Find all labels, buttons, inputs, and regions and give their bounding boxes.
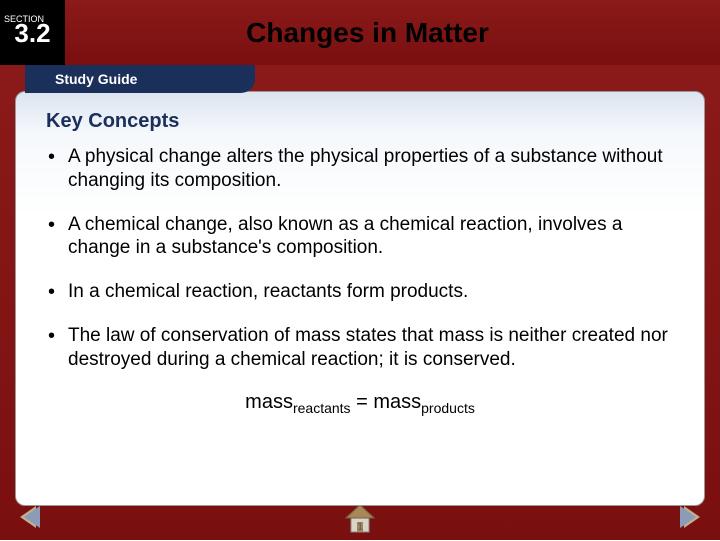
equation-sub-reactants: reactants: [293, 400, 351, 416]
equation-equals: =: [351, 391, 374, 413]
bullet-item: The law of conservation of mass states t…: [46, 324, 674, 372]
header-bar: SECTION 3.2 Changes in Matter: [0, 0, 720, 65]
bullet-item: In a chemical reaction, reactants form p…: [46, 280, 674, 304]
arrow-right-icon: [680, 506, 696, 528]
key-concepts-heading: Key Concepts: [46, 110, 674, 133]
section-number: 3.2: [14, 21, 50, 46]
svg-text:1: 1: [357, 521, 363, 533]
equation-sub-products: products: [421, 400, 475, 416]
equation-mass1: mass: [245, 391, 293, 413]
next-button[interactable]: [664, 502, 702, 532]
page-title: Changes in Matter: [65, 17, 720, 49]
mass-equation: massreactants = massproducts: [46, 391, 674, 416]
bullet-item: A chemical change, also known as a chemi…: [46, 213, 674, 261]
home-icon: 1: [343, 502, 377, 536]
bullet-item: A physical change alters the physical pr…: [46, 145, 674, 193]
bullet-list: A physical change alters the physical pr…: [46, 145, 674, 371]
content-panel: Key Concepts A physical change alters th…: [15, 91, 705, 506]
main-area: Study Guide Key Concepts A physical chan…: [0, 65, 720, 540]
prev-button[interactable]: [18, 502, 56, 532]
equation-mass2: mass: [373, 391, 421, 413]
section-label: SECTION: [4, 14, 44, 24]
study-guide-tab: Study Guide: [25, 65, 255, 93]
home-button[interactable]: 1: [343, 502, 377, 536]
arrow-left-icon: [24, 506, 40, 528]
section-box: SECTION 3.2: [0, 0, 65, 65]
